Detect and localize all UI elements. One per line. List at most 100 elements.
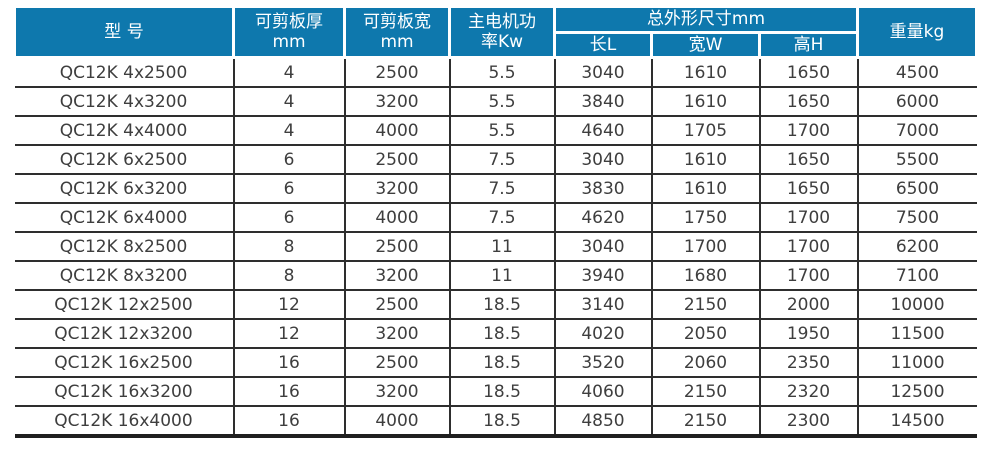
- model-cell: QC12K 4x3200: [14, 87, 234, 118]
- value-cell: 1680: [650, 261, 760, 292]
- model-cell: QC12K 8x2500: [14, 232, 234, 263]
- value-cell: 2500: [343, 290, 450, 321]
- value-cell: 2150: [650, 290, 760, 321]
- table-row: QC12K 4x2500 4 2500 5.5 3040 1610 1650 4500: [14, 57, 977, 89]
- value-cell: 3140: [553, 290, 652, 321]
- value-cell: 4: [232, 57, 345, 89]
- table-row: QC12K 4x4000 4 4000 5.5 4640 1705 1700 7000: [14, 116, 977, 147]
- model-cell: QC12K 16x2500: [14, 348, 234, 379]
- value-cell: 18.5: [448, 319, 555, 350]
- table-row: QC12K 16x4000 16 4000 18.5 4850 2150 2300 14500: [14, 406, 977, 439]
- table-row: QC12K 12x3200 12 3200 18.5 4020 2050 1950 11500: [14, 319, 977, 350]
- value-cell: 4000: [343, 203, 450, 234]
- value-cell: 2500: [343, 348, 450, 379]
- value-cell: 4020: [553, 319, 652, 350]
- value-cell: 7100: [856, 261, 977, 292]
- value-cell: 1610: [650, 87, 760, 118]
- model-cell: QC12K 4x2500: [14, 57, 234, 89]
- value-cell: 6200: [856, 232, 977, 263]
- value-cell: 3200: [343, 174, 450, 205]
- value-cell: 3040: [553, 232, 652, 263]
- value-cell: 5.5: [448, 57, 555, 89]
- value-cell: 2150: [650, 406, 760, 439]
- value-cell: 16: [232, 348, 345, 379]
- value-cell: 1700: [758, 203, 858, 234]
- value-cell: 14500: [856, 406, 977, 439]
- col-header-width-dim: 宽W: [650, 30, 761, 60]
- value-cell: 3040: [553, 57, 652, 89]
- value-cell: 2350: [758, 348, 858, 379]
- value-cell: 4000: [343, 116, 450, 147]
- col-header-height-dim: 高H: [758, 30, 859, 60]
- col-header-plate-width: 可剪板宽 mm: [343, 4, 451, 60]
- value-cell: 6500: [856, 174, 977, 205]
- table-row: QC12K 6x4000 6 4000 7.5 4620 1750 1700 7500: [14, 203, 977, 234]
- table-row: QC12K 8x3200 8 3200 11 3940 1680 1700 7100: [14, 261, 977, 292]
- value-cell: 18.5: [448, 290, 555, 321]
- value-cell: 7.5: [448, 174, 555, 205]
- col-header-thickness: 可剪板厚 mm: [232, 4, 346, 60]
- value-cell: 3200: [343, 87, 450, 118]
- value-cell: 2500: [343, 145, 450, 176]
- value-cell: 12: [232, 290, 345, 321]
- table-row: QC12K 8x2500 8 2500 11 3040 1700 1700 6200: [14, 232, 977, 263]
- spec-table: 型 号 可剪板厚 mm 可剪板宽 mm 主电机功 率Kw 总外形尺寸mm 重量k…: [13, 4, 978, 439]
- value-cell: 4850: [553, 406, 652, 439]
- value-cell: 2500: [343, 232, 450, 263]
- value-cell: 2060: [650, 348, 760, 379]
- value-cell: 4060: [553, 377, 652, 408]
- value-cell: 1610: [650, 174, 760, 205]
- value-cell: 6: [232, 145, 345, 176]
- value-cell: 4: [232, 116, 345, 147]
- value-cell: 12500: [856, 377, 977, 408]
- value-cell: 2000: [758, 290, 858, 321]
- value-cell: 7500: [856, 203, 977, 234]
- value-cell: 1750: [650, 203, 760, 234]
- col-header-weight: 重量kg: [856, 4, 978, 60]
- value-cell: 1950: [758, 319, 858, 350]
- model-cell: QC12K 4x4000: [14, 116, 234, 147]
- value-cell: 11: [448, 261, 555, 292]
- value-cell: 1705: [650, 116, 760, 147]
- value-cell: 4620: [553, 203, 652, 234]
- value-cell: 3940: [553, 261, 652, 292]
- value-cell: 4: [232, 87, 345, 118]
- value-cell: 1700: [650, 232, 760, 263]
- value-cell: 1610: [650, 145, 760, 176]
- col-header-motor-power: 主电机功 率Kw: [448, 4, 556, 60]
- value-cell: 5500: [856, 145, 977, 176]
- model-cell: QC12K 16x3200: [14, 377, 234, 408]
- value-cell: 8: [232, 232, 345, 263]
- model-cell: QC12K 16x4000: [14, 406, 234, 439]
- model-cell: QC12K 6x4000: [14, 203, 234, 234]
- value-cell: 16: [232, 406, 345, 439]
- value-cell: 6: [232, 174, 345, 205]
- col-header-length: 长L: [553, 30, 653, 60]
- model-cell: QC12K 12x2500: [14, 290, 234, 321]
- value-cell: 3830: [553, 174, 652, 205]
- value-cell: 5.5: [448, 116, 555, 147]
- value-cell: 1650: [758, 145, 858, 176]
- value-cell: 1610: [650, 57, 760, 89]
- value-cell: 1650: [758, 57, 858, 89]
- col-header-dimensions: 总外形尺寸mm: [553, 5, 859, 34]
- value-cell: 18.5: [448, 348, 555, 379]
- value-cell: 3200: [343, 261, 450, 292]
- value-cell: 18.5: [448, 377, 555, 408]
- table-row: QC12K 16x3200 16 3200 18.5 4060 2150 2320 12500: [14, 377, 977, 408]
- spec-table-wrap: 型 号 可剪板厚 mm 可剪板宽 mm 主电机功 率Kw 总外形尺寸mm 重量k…: [13, 4, 978, 439]
- value-cell: 12: [232, 319, 345, 350]
- col-header-model: 型 号: [13, 4, 235, 60]
- value-cell: 3040: [553, 145, 652, 176]
- value-cell: 2500: [343, 57, 450, 89]
- value-cell: 2320: [758, 377, 858, 408]
- table-row: QC12K 6x2500 6 2500 7.5 3040 1610 1650 5500: [14, 145, 977, 176]
- value-cell: 7000: [856, 116, 977, 147]
- value-cell: 3200: [343, 319, 450, 350]
- value-cell: 11500: [856, 319, 977, 350]
- value-cell: 10000: [856, 290, 977, 321]
- value-cell: 4640: [553, 116, 652, 147]
- model-cell: QC12K 8x3200: [14, 261, 234, 292]
- spec-table-body: QC12K 4x2500 4 2500 5.5 3040 1610 1650 4500 QC12…: [14, 57, 977, 439]
